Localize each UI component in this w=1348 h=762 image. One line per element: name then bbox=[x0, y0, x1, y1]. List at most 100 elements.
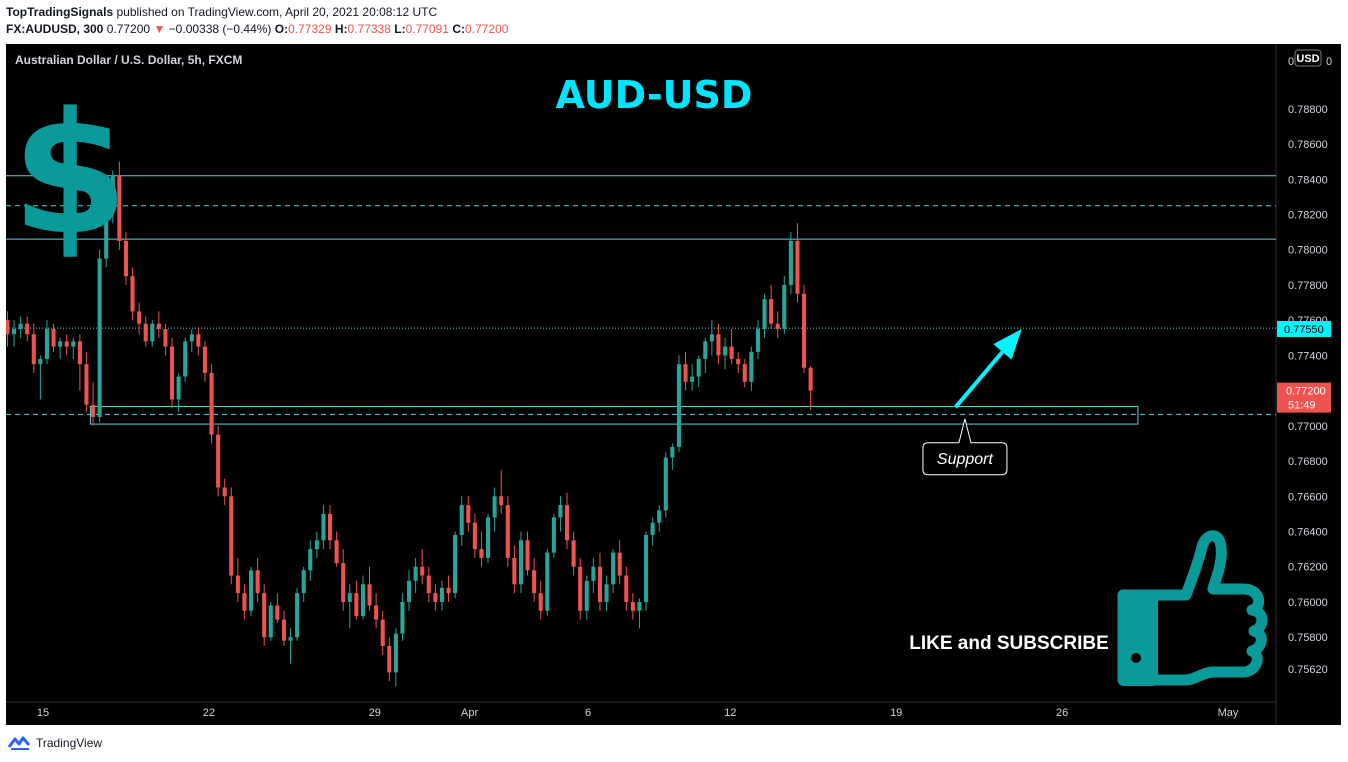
candle-body bbox=[703, 341, 708, 359]
candle-body bbox=[716, 334, 721, 356]
candle-body bbox=[762, 299, 767, 329]
like-subscribe-text: LIKE and SUBSCRIBE bbox=[909, 633, 1109, 654]
candle-body bbox=[630, 601, 635, 611]
tradingview-logo-icon[interactable] bbox=[8, 736, 32, 750]
candle-body bbox=[499, 496, 504, 506]
candle-body bbox=[551, 517, 556, 553]
candle-body bbox=[742, 364, 747, 382]
publisher-name[interactable]: TopTradingSignals bbox=[6, 5, 114, 19]
legend-title: Australian Dollar / U.S. Dollar, 5h, FXC… bbox=[15, 53, 242, 67]
currency-badge[interactable]: USD bbox=[1296, 53, 1319, 65]
close-value: 0.77200 bbox=[464, 22, 509, 36]
currency-badge-box[interactable] bbox=[1294, 49, 1322, 67]
candle-body bbox=[545, 552, 550, 611]
candle-body bbox=[248, 570, 254, 611]
candle-body bbox=[439, 587, 444, 602]
candle-body bbox=[657, 510, 662, 523]
candle-body bbox=[44, 328, 49, 359]
candle-body bbox=[117, 175, 122, 241]
support-label: Support bbox=[937, 451, 994, 468]
price-tick-label: 0.77000 bbox=[1288, 421, 1328, 433]
open-value: 0.77329 bbox=[288, 22, 332, 36]
candle-body bbox=[222, 487, 227, 497]
candle-body bbox=[314, 540, 319, 550]
candle-body bbox=[624, 575, 629, 602]
candle-body bbox=[235, 575, 240, 594]
price-axis[interactable]: 0.78800 0.78600 0.78400 0.78200 0.78000 0.778… bbox=[1277, 56, 1332, 676]
footer-brand[interactable]: TradingView bbox=[36, 736, 103, 750]
candle-body bbox=[275, 605, 280, 620]
price-tick-label: 0.77400 bbox=[1288, 350, 1328, 362]
low-value: 0.77091 bbox=[405, 22, 449, 36]
candlestick-chart[interactable]: Support 0.788000.786000.784000.782000.78… bbox=[6, 44, 1341, 725]
candle-body bbox=[25, 323, 30, 335]
candle-body bbox=[485, 517, 491, 558]
price-change: −0.00338 (−0.44%) bbox=[168, 22, 272, 36]
candle-body bbox=[387, 645, 392, 673]
footer: TradingView bbox=[8, 736, 102, 750]
price-tick-label: 0.78800 bbox=[1288, 104, 1328, 116]
candle-body bbox=[676, 364, 681, 447]
candle-body bbox=[650, 522, 655, 536]
candle-body bbox=[90, 404, 96, 418]
candle-body bbox=[788, 240, 793, 285]
thumbs-up-icon bbox=[1117, 530, 1268, 686]
candle-body bbox=[406, 580, 412, 602]
candle-body bbox=[281, 619, 286, 641]
candle-body bbox=[696, 358, 701, 377]
candle-body bbox=[110, 175, 115, 206]
candle-body bbox=[308, 549, 313, 571]
candle-body bbox=[163, 328, 168, 347]
price-tick-label: 0.76000 bbox=[1288, 597, 1328, 609]
candle-body bbox=[202, 346, 207, 373]
candle-body bbox=[176, 376, 181, 400]
price-top-label: 0 bbox=[1326, 56, 1332, 68]
candles-group bbox=[6, 161, 813, 687]
candle-body bbox=[143, 323, 148, 342]
candle-body bbox=[295, 593, 300, 638]
candle-body bbox=[584, 580, 589, 611]
candle-body bbox=[216, 434, 221, 488]
candle-body bbox=[736, 358, 741, 365]
price-tick-label: 0.78600 bbox=[1288, 139, 1328, 151]
candle-body bbox=[77, 341, 82, 365]
candle-body bbox=[591, 566, 596, 581]
time-tick-label: 19 bbox=[890, 707, 902, 719]
candle-body bbox=[229, 496, 234, 576]
candle-body bbox=[604, 584, 609, 602]
candle-body bbox=[492, 496, 497, 518]
time-tick-label: 22 bbox=[203, 707, 215, 719]
support-callout-box[interactable] bbox=[922, 418, 1008, 476]
time-tick-label: Apr bbox=[461, 707, 478, 719]
price-tick-label: 0.75800 bbox=[1288, 632, 1328, 644]
highlight-price-box[interactable] bbox=[1277, 320, 1331, 337]
candle-body bbox=[255, 570, 260, 594]
chart-panel[interactable]: Support 0.78800 0.78600 0.78400 0.78200 0.78… bbox=[6, 44, 1341, 725]
candle-body bbox=[453, 535, 458, 594]
time-axis[interactable]: 15 22 29 Apr 6 12 19 26 May bbox=[37, 707, 1239, 719]
time-tick-label: 29 bbox=[369, 707, 381, 719]
candle-body bbox=[637, 601, 642, 611]
price-tick-label: 0.78400 bbox=[1288, 174, 1328, 186]
time-tick-label: 26 bbox=[1056, 707, 1068, 719]
candle-body bbox=[663, 457, 668, 511]
candle-body bbox=[130, 276, 135, 312]
support-zone-rect[interactable] bbox=[89, 405, 1139, 425]
symbol-label: FX:AUDUSD, 300 bbox=[6, 22, 104, 36]
candle-body bbox=[18, 323, 23, 329]
close-label: C: bbox=[452, 22, 465, 36]
open-label: O: bbox=[274, 22, 289, 36]
candle-body bbox=[479, 549, 484, 558]
bar-countdown-label: 51:49 bbox=[1288, 400, 1316, 412]
candle-body bbox=[301, 570, 306, 594]
candle-body bbox=[58, 341, 63, 347]
candle-body bbox=[769, 299, 774, 324]
time-tick-label: 6 bbox=[585, 707, 591, 719]
current-price-box[interactable] bbox=[1277, 382, 1331, 413]
candle-body bbox=[380, 619, 385, 646]
candle-body bbox=[183, 341, 188, 377]
dollar-sign-icon: $ bbox=[12, 76, 129, 272]
candle-body bbox=[156, 323, 161, 329]
horizontal-levels bbox=[6, 175, 1276, 425]
candle-body bbox=[341, 563, 346, 602]
